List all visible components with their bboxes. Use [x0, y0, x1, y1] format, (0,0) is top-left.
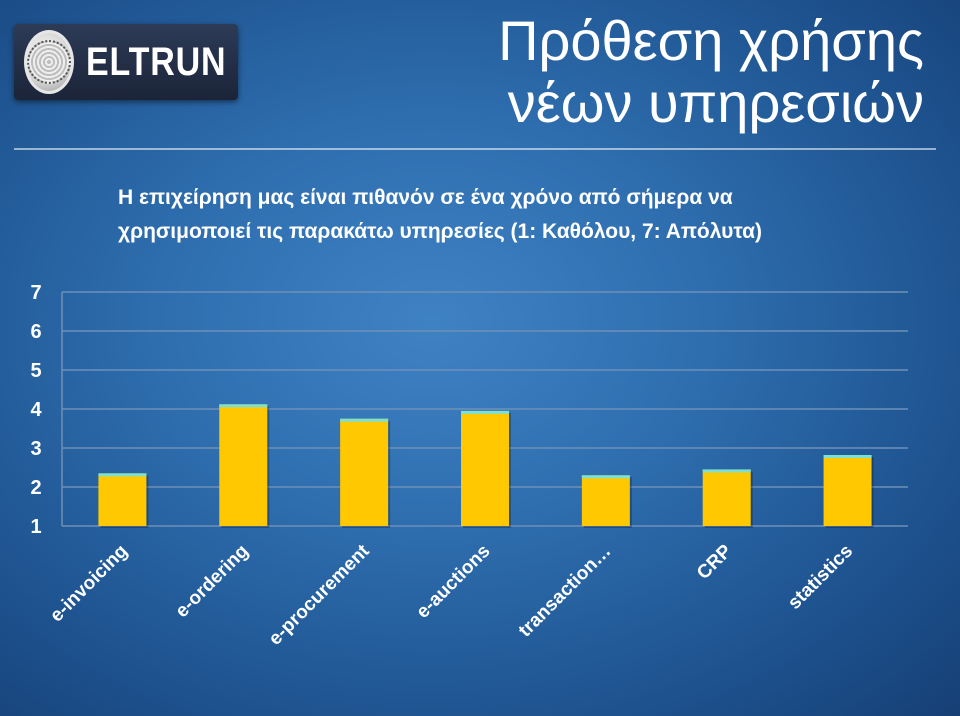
chart-subtitle-line-2: χρησιμοποιεί τις παρακάτω υπηρεσίες (1: … [118, 220, 763, 243]
x-tick-label: transaction… [515, 541, 616, 642]
logo-seal-icon [24, 30, 74, 94]
bar-top-edge [340, 418, 389, 422]
y-tick-label: 7 [30, 282, 41, 304]
bar [823, 455, 872, 526]
bar-top-edge [219, 404, 268, 408]
bar [461, 410, 509, 526]
bar-top-edge [461, 410, 509, 414]
slide-title: Πρόθεση χρήσης νέων υπηρεσιών [498, 10, 924, 134]
slide-title-line-1: Πρόθεση χρήσης [498, 9, 924, 72]
bar [581, 475, 630, 526]
x-tick-label: e-invoicing [46, 541, 132, 627]
bar-top-edge [98, 473, 147, 477]
x-tick-label: e-ordering [172, 541, 253, 622]
y-tick-label: 6 [30, 321, 41, 343]
chart-subtitle-line-1: Η επιχείρηση μας είναι πιθανόν σε ένα χρ… [118, 186, 733, 209]
title-divider [14, 148, 936, 150]
bar-top-edge [823, 455, 872, 459]
bar [702, 469, 751, 526]
bar-top-edge [581, 475, 630, 479]
y-tick-label: 4 [30, 399, 42, 421]
x-tick-label: CRP [693, 540, 736, 583]
bar [340, 418, 389, 526]
x-tick-label: e-auctions [412, 541, 494, 623]
y-tick-label: 5 [30, 360, 41, 382]
y-tick-label: 2 [30, 477, 41, 499]
y-tick-label: 3 [30, 438, 41, 460]
bar [98, 473, 147, 526]
x-tick-label: statistics [784, 541, 857, 614]
eltrun-logo: ELTRUN [14, 24, 238, 100]
slide-title-line-2: νέων υπηρεσιών [507, 71, 924, 134]
x-tick-label: e-procurement [265, 540, 374, 649]
bar [219, 404, 268, 526]
chart-subtitle: Η επιχείρηση μας είναι πιθανόν σε ένα χρ… [118, 181, 918, 249]
bar-top-edge [702, 469, 751, 473]
logo-text: ELTRUN [86, 39, 227, 84]
y-tick-label: 1 [30, 516, 41, 538]
